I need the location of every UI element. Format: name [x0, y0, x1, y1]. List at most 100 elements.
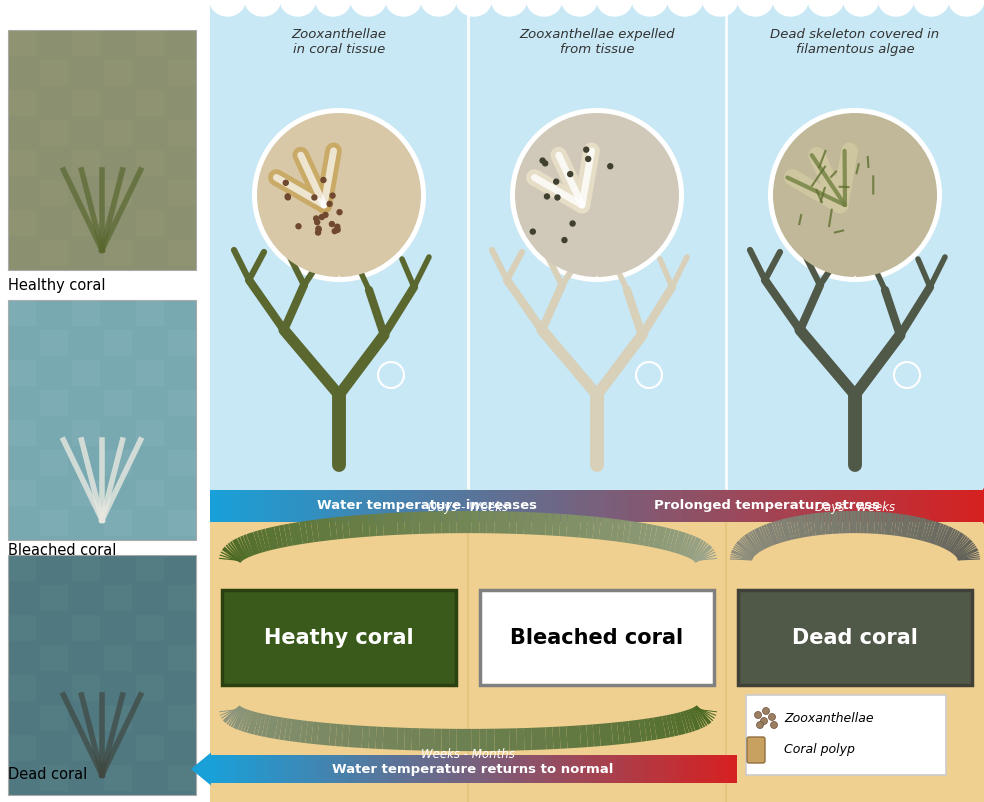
- Bar: [104, 585, 132, 611]
- Polygon shape: [597, 0, 632, 16]
- Bar: [40, 240, 68, 266]
- Bar: [442, 490, 451, 522]
- Bar: [72, 555, 100, 581]
- Bar: [329, 755, 336, 783]
- Bar: [684, 755, 691, 783]
- Bar: [334, 490, 342, 522]
- Bar: [914, 490, 923, 522]
- Bar: [40, 120, 68, 146]
- Circle shape: [323, 187, 329, 192]
- Text: Water temperature returns to normal: Water temperature returns to normal: [333, 763, 614, 776]
- Bar: [8, 150, 36, 176]
- Bar: [168, 120, 196, 146]
- Polygon shape: [738, 0, 772, 16]
- Bar: [264, 490, 273, 522]
- Bar: [465, 490, 474, 522]
- Bar: [388, 755, 396, 783]
- Circle shape: [294, 190, 299, 195]
- Polygon shape: [772, 0, 808, 16]
- Bar: [481, 490, 490, 522]
- Bar: [698, 490, 707, 522]
- Bar: [168, 765, 196, 791]
- Bar: [458, 490, 466, 522]
- Bar: [8, 210, 36, 236]
- Bar: [589, 490, 598, 522]
- Bar: [8, 555, 196, 795]
- Bar: [976, 490, 984, 522]
- Bar: [396, 490, 404, 522]
- Bar: [303, 490, 312, 522]
- Circle shape: [515, 113, 679, 277]
- Bar: [837, 490, 845, 522]
- Text: Zooxanthellae expelled
from tissue: Zooxanthellae expelled from tissue: [520, 28, 675, 56]
- Bar: [319, 490, 327, 522]
- Polygon shape: [245, 0, 280, 16]
- Bar: [574, 490, 583, 522]
- Bar: [706, 490, 714, 522]
- Bar: [525, 755, 533, 783]
- Bar: [357, 490, 366, 522]
- Bar: [729, 755, 737, 783]
- Circle shape: [296, 230, 301, 236]
- Bar: [420, 755, 428, 783]
- Bar: [407, 755, 415, 783]
- Text: Healthy coral: Healthy coral: [8, 278, 105, 293]
- Bar: [233, 490, 242, 522]
- Bar: [884, 490, 892, 522]
- Bar: [8, 300, 196, 540]
- Bar: [605, 490, 613, 522]
- Bar: [136, 615, 164, 641]
- Bar: [373, 490, 381, 522]
- Bar: [628, 490, 637, 522]
- Bar: [414, 755, 421, 783]
- Circle shape: [530, 229, 535, 234]
- Bar: [876, 490, 885, 522]
- Polygon shape: [913, 0, 949, 16]
- Bar: [604, 755, 612, 783]
- Bar: [624, 755, 632, 783]
- Bar: [8, 615, 36, 641]
- Bar: [584, 755, 592, 783]
- Bar: [852, 490, 861, 522]
- Bar: [822, 490, 830, 522]
- Circle shape: [763, 707, 769, 715]
- Circle shape: [544, 194, 549, 199]
- Bar: [8, 360, 36, 386]
- Bar: [620, 490, 629, 522]
- Bar: [591, 755, 599, 783]
- Bar: [302, 755, 310, 783]
- Circle shape: [305, 200, 311, 205]
- Bar: [0, 0, 210, 802]
- Bar: [572, 755, 580, 783]
- Bar: [953, 490, 961, 522]
- Bar: [381, 755, 389, 783]
- Bar: [216, 755, 224, 783]
- Bar: [565, 755, 573, 783]
- Bar: [361, 755, 369, 783]
- FancyArrow shape: [982, 488, 984, 524]
- Bar: [250, 755, 257, 783]
- Bar: [535, 490, 544, 522]
- Bar: [348, 755, 355, 783]
- Bar: [263, 755, 271, 783]
- Bar: [922, 490, 931, 522]
- Bar: [341, 490, 350, 522]
- Bar: [650, 755, 658, 783]
- Polygon shape: [667, 0, 703, 16]
- Bar: [520, 490, 528, 522]
- Text: Heathy coral: Heathy coral: [264, 627, 414, 647]
- Bar: [72, 210, 100, 236]
- Bar: [960, 490, 969, 522]
- Bar: [241, 490, 250, 522]
- Bar: [104, 510, 132, 536]
- Polygon shape: [526, 0, 562, 16]
- Circle shape: [336, 177, 340, 182]
- Bar: [551, 490, 559, 522]
- Polygon shape: [457, 0, 491, 16]
- Bar: [136, 735, 164, 761]
- Circle shape: [252, 108, 426, 282]
- Bar: [395, 755, 401, 783]
- Bar: [136, 360, 164, 386]
- Bar: [709, 755, 717, 783]
- Bar: [257, 490, 265, 522]
